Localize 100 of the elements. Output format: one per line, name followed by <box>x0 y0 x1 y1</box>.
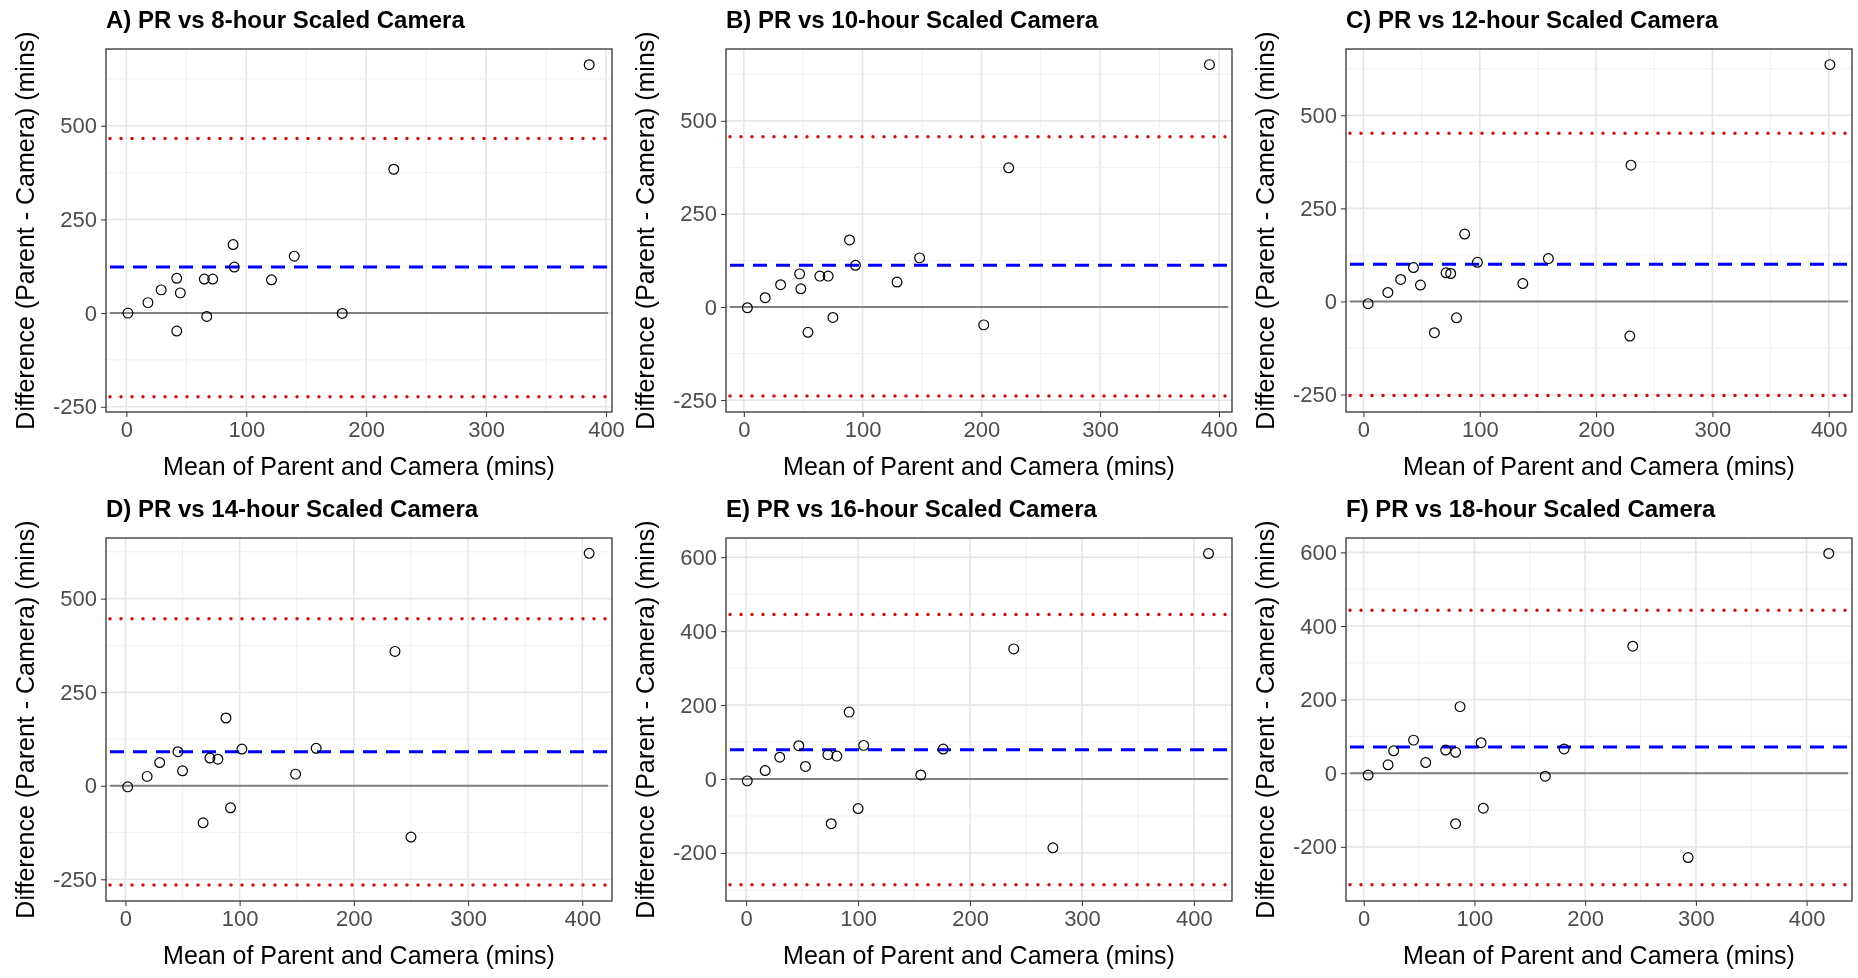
point <box>177 765 189 777</box>
x-tick-label: 300 <box>1064 905 1101 931</box>
y-tick-label: 250 <box>680 201 717 227</box>
x-tick-label: 400 <box>1788 905 1826 931</box>
x-tick-label: 0 <box>740 905 753 931</box>
point <box>759 292 771 304</box>
point <box>1388 745 1400 757</box>
point <box>1450 818 1462 830</box>
point <box>1382 759 1394 771</box>
y-tick-label: -200 <box>1292 834 1337 860</box>
y-tick-label: -250 <box>672 387 717 413</box>
point <box>1471 256 1483 268</box>
point <box>1517 278 1529 290</box>
point <box>741 775 753 787</box>
y-axis-title: Difference (Parent - Camera) (mins) <box>1251 31 1279 430</box>
point <box>227 239 239 251</box>
point <box>197 817 209 829</box>
point <box>1395 273 1407 285</box>
y-tick-label: 0 <box>84 773 97 799</box>
point <box>171 325 183 337</box>
chart-title: F) PR vs 18-hour Scaled Camera <box>1346 495 1717 522</box>
point <box>1625 159 1637 171</box>
point <box>1451 312 1462 324</box>
y-tick-label: 600 <box>1300 539 1337 565</box>
x-tick-label: 300 <box>450 905 487 931</box>
point <box>1003 162 1015 174</box>
x-tick-label: 200 <box>952 905 989 931</box>
point <box>583 59 595 71</box>
x-tick-label: 0 <box>120 416 134 442</box>
point <box>852 803 864 815</box>
y-tick-label: -200 <box>672 840 717 866</box>
point <box>825 818 837 830</box>
point <box>1362 298 1374 310</box>
point <box>1539 770 1551 782</box>
chart-title: A) PR vs 8-hour Scaled Camera <box>106 6 466 33</box>
y-tick-label: 250 <box>1300 195 1337 221</box>
point <box>204 752 216 764</box>
x-tick-label: 100 <box>1461 416 1499 442</box>
y-axis-title: Difference (Parent - Camera) (mins) <box>1251 520 1279 919</box>
x-tick-label: 400 <box>1176 905 1213 931</box>
x-tick-label: 100 <box>844 416 882 442</box>
y-axis-title: Difference (Parent - Camera) (mins) <box>631 520 659 919</box>
point <box>1627 640 1639 652</box>
point <box>1407 262 1419 274</box>
point <box>1477 802 1489 814</box>
point <box>1362 769 1374 781</box>
point <box>1203 59 1215 71</box>
point <box>827 311 839 323</box>
point <box>201 311 213 322</box>
x-tick-label: 200 <box>1567 905 1605 931</box>
y-tick-label: 0 <box>704 766 717 792</box>
x-axis-title: Mean of Parent and Camera (mins) <box>783 452 1175 480</box>
point <box>858 739 870 751</box>
y-tick-label: 0 <box>1324 760 1337 786</box>
x-axis-title: Mean of Parent and Camera (mins) <box>163 452 555 480</box>
point <box>774 751 786 763</box>
point <box>1558 743 1570 755</box>
chart-title: B) PR vs 10-hour Scaled Camera <box>726 6 1099 33</box>
x-tick-label: 400 <box>588 416 625 442</box>
y-axis-title: Difference (Parent - Camera) (mins) <box>11 31 39 430</box>
y-tick-label: 400 <box>680 618 717 644</box>
point <box>741 302 753 314</box>
point <box>155 284 167 296</box>
point <box>1823 547 1835 559</box>
x-tick-label: 200 <box>336 905 373 931</box>
x-tick-label: 100 <box>840 905 877 931</box>
y-tick-label: 250 <box>60 679 97 705</box>
point <box>388 163 400 175</box>
point <box>937 743 949 755</box>
x-tick-label: 100 <box>228 416 266 442</box>
point <box>1428 327 1440 339</box>
point <box>1624 330 1636 342</box>
point <box>1420 757 1432 769</box>
y-tick-label: 200 <box>680 692 717 718</box>
point <box>171 272 183 284</box>
y-tick-label: -250 <box>52 394 97 420</box>
chart-title: D) PR vs 14-hour Scaled Camera <box>106 495 479 522</box>
point <box>265 274 277 286</box>
point <box>1824 59 1836 71</box>
point <box>793 740 805 752</box>
point <box>822 270 834 282</box>
point <box>795 283 807 295</box>
point <box>814 270 826 282</box>
y-tick-label: 500 <box>60 586 97 612</box>
y-tick-label: -250 <box>52 866 97 892</box>
x-tick-label: 0 <box>1357 416 1371 442</box>
point <box>1454 701 1466 713</box>
point <box>1682 852 1694 864</box>
y-tick-label: -250 <box>1292 382 1337 408</box>
chart-title: C) PR vs 12-hour Scaled Camera <box>1346 6 1719 33</box>
point <box>288 250 300 262</box>
point <box>802 326 814 338</box>
x-tick-label: 0 <box>738 416 751 442</box>
y-tick-label: 250 <box>60 206 97 232</box>
x-axis-title: Mean of Parent and Camera (mins) <box>163 941 555 969</box>
point <box>1445 268 1457 279</box>
y-tick-label: 200 <box>1300 687 1337 713</box>
point <box>1047 842 1059 854</box>
point <box>1542 253 1554 265</box>
y-axis-title: Difference (Parent - Camera) (mins) <box>11 520 39 919</box>
